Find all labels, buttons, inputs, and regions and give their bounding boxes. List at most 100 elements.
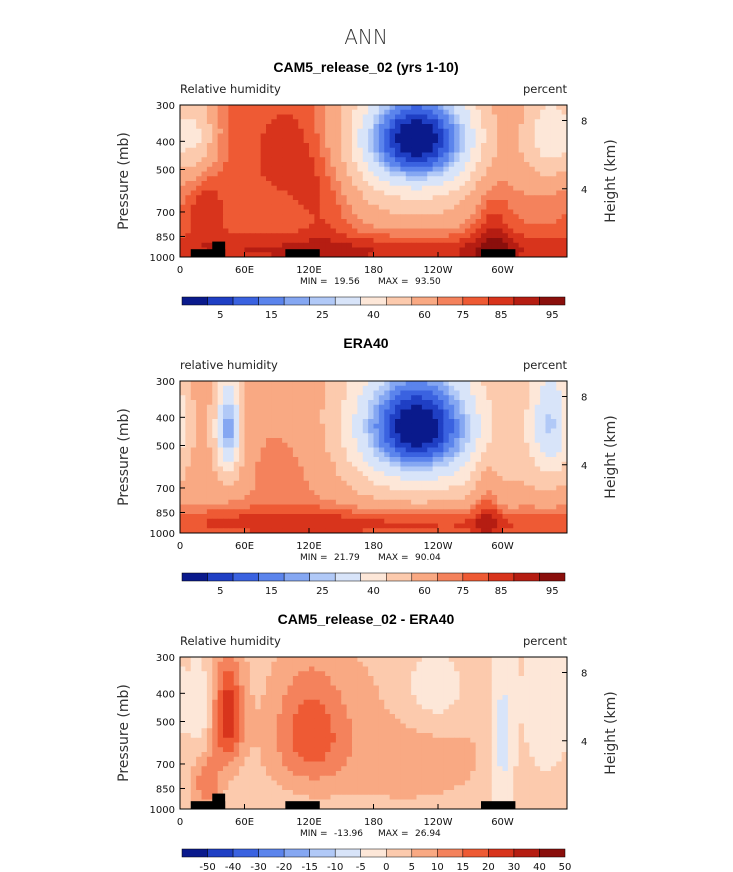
field-cell [185,661,192,667]
field-cell [298,400,305,406]
field-cell [368,523,374,529]
field-cell [196,190,202,196]
field-cell [314,518,321,524]
y-tick-label: 400 [156,137,175,148]
field-cell [475,185,482,191]
field-cell [196,490,202,496]
field-cell [341,185,348,191]
field-cell [432,228,439,234]
field-cell [518,395,525,401]
field-cell [502,400,509,406]
field-cell [271,404,278,410]
field-cell [470,200,477,206]
field-cell [244,119,251,125]
field-cell [416,157,423,163]
field-cell [352,209,358,215]
field-cell [325,495,331,501]
field-cell [481,485,487,491]
field-cell [190,485,197,491]
field-cell [303,162,310,168]
field-cell [529,109,536,115]
field-cell [448,109,455,115]
field-cell [233,190,240,196]
field-cell [540,152,546,158]
field-cell [454,447,460,453]
field-cell [346,228,353,234]
field-cell [550,428,557,434]
field-cell [373,190,380,196]
field-cell [378,471,385,477]
field-cell [486,499,493,505]
field-cell [228,385,235,391]
field-cell [346,466,353,472]
field-cell [223,219,229,225]
field-cell [282,404,288,410]
field-cell [314,395,321,401]
field-cell [206,528,213,534]
field-cell [292,209,299,215]
field-cell [341,523,348,529]
field-cell [459,143,466,149]
field-cell [260,523,267,529]
field-cell [384,428,391,434]
field-cell [448,166,455,172]
field-cell [292,400,299,406]
field-cell [443,147,450,153]
field-cell [212,400,219,406]
field-cell [405,195,412,201]
field-cell [507,385,514,391]
field-cell [454,509,460,515]
field-cell [481,185,487,191]
field-cell [330,152,337,158]
field-cell [550,247,557,253]
field-cell [368,233,374,239]
field-cell [287,105,294,111]
field-cell [335,466,342,472]
field-cell [395,518,401,524]
field-cell [443,219,450,225]
field-cell [212,457,219,463]
field-cell [421,485,428,491]
field-cell [298,147,305,153]
field-cell [507,238,514,244]
field-cell [244,138,251,144]
field-cell [249,414,256,420]
field-cell [464,238,471,244]
field-cell [228,404,235,410]
field-cell [271,428,278,434]
field-cell [217,109,224,115]
field-cell [395,447,401,453]
field-cell [454,252,460,258]
field-cell [556,133,563,139]
field-cell [325,200,331,206]
field-cell [448,528,455,534]
field-cell [443,209,450,215]
field-cell [185,162,192,168]
field-cell [448,457,455,463]
field-cell [556,219,563,225]
field-cell [346,452,353,458]
field-cell [550,480,557,486]
field-cell [206,119,213,125]
field-cell [271,238,278,244]
field-cell [454,419,460,425]
field-cell [249,228,256,234]
field-cell [411,162,417,168]
field-cell [287,128,294,134]
field-cell [206,109,213,115]
field-cell [507,176,514,182]
field-cell [491,423,498,429]
field-cell [438,495,444,501]
field-cell [513,209,520,215]
field-cell [395,119,401,125]
field-cell [368,124,374,130]
field-cell [190,109,197,115]
field-cell [518,414,525,420]
field-cell [180,495,186,501]
field-cell [427,209,434,215]
field-cell [276,471,283,477]
field-cell [309,181,315,187]
field-cell [545,419,552,425]
x-tick-label: 120E [296,265,321,276]
field-cell [228,518,235,524]
